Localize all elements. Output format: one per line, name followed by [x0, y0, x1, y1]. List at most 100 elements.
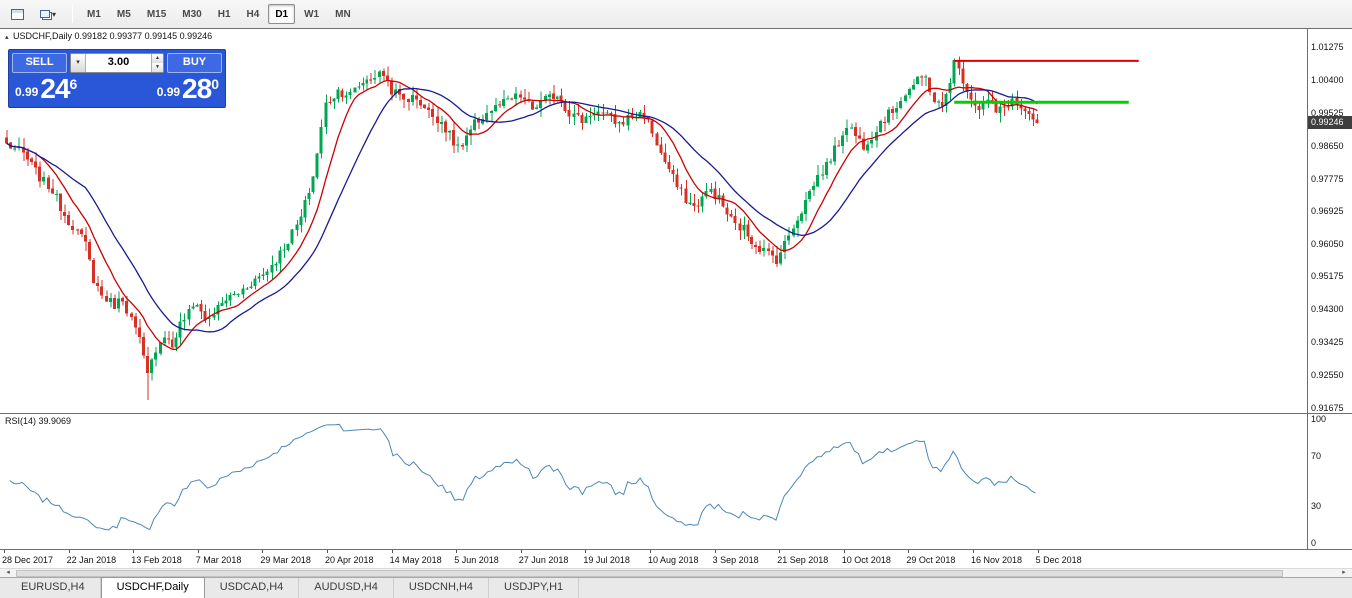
layers-icon [40, 10, 50, 18]
sell-price-pips: 24 [40, 75, 69, 103]
date-axis-label: 7 Mar 2018 [196, 555, 242, 565]
collapse-arrow-icon[interactable]: ▴ [5, 34, 9, 41]
buy-button[interactable]: BUY [167, 53, 222, 73]
volume-field[interactable]: ▾ 3.00 ▲ ▼ [70, 53, 164, 73]
date-axis-tick [198, 550, 199, 553]
date-axis-tick [69, 550, 70, 553]
timeframe-button-m5[interactable]: M5 [110, 4, 138, 24]
price-axis-label: 0.91675 [1311, 403, 1344, 413]
tab-usdcnh-h4[interactable]: USDCNH,H4 [394, 578, 489, 598]
tab-eurusd-h4[interactable]: EURUSD,H4 [6, 578, 101, 598]
timeframe-button-h1[interactable]: H1 [211, 4, 238, 24]
toolbar-separator [72, 5, 73, 23]
chart-window-button[interactable] [4, 3, 30, 25]
date-axis-tick [327, 550, 328, 553]
price-axis[interactable]: 0.99246 1.012751.004000.995250.986500.97… [1307, 28, 1352, 413]
volume-dropdown-icon[interactable]: ▾ [71, 54, 86, 72]
buy-price-big-figure: 0.99 [157, 85, 180, 99]
date-axis-tick [908, 550, 909, 553]
price-axis-label: 0.93425 [1311, 337, 1344, 347]
rsi-axis-label: 100 [1311, 414, 1326, 424]
dropdown-caret-icon: ▾ [52, 10, 56, 19]
price-chart-pane[interactable]: ▴ USDCHF,Daily 0.99182 0.99377 0.99145 0… [0, 28, 1307, 413]
date-axis-tick [392, 550, 393, 553]
tab-usdcad-h4[interactable]: USDCAD,H4 [205, 578, 300, 598]
price-axis-label: 0.97775 [1311, 174, 1344, 184]
rsi-pane[interactable]: RSI(14) 39.9069 [0, 413, 1307, 549]
scrollbar-thumb[interactable] [16, 570, 1283, 577]
indicators-button[interactable]: ▾ [30, 3, 66, 25]
date-axis-tick [1038, 550, 1039, 553]
volume-value[interactable]: 3.00 [86, 54, 151, 72]
price-axis-label: 0.92550 [1311, 370, 1344, 380]
date-axis-label: 16 Nov 2018 [971, 555, 1022, 565]
price-axis-label: 0.99525 [1311, 108, 1344, 118]
scrollbar-track[interactable] [16, 570, 1336, 577]
date-axis-label: 29 Mar 2018 [260, 555, 311, 565]
date-axis-label: 29 Oct 2018 [906, 555, 955, 565]
date-axis-tick [650, 550, 651, 553]
timeframe-button-h4[interactable]: H4 [240, 4, 267, 24]
timeframe-button-w1[interactable]: W1 [297, 4, 326, 24]
horizontal-scrollbar[interactable]: ◂ ▸ [0, 568, 1352, 577]
date-axis-tick [521, 550, 522, 553]
rsi-axis[interactable]: 100 70 30 0 [1307, 413, 1352, 549]
scroll-right-icon[interactable]: ▸ [1336, 569, 1352, 577]
price-axis-label: 0.96050 [1311, 239, 1344, 249]
chart-window-icon [11, 9, 24, 20]
date-axis-label: 21 Sep 2018 [777, 555, 828, 565]
timeframe-button-mn[interactable]: MN [328, 4, 358, 24]
date-axis-label: 5 Dec 2018 [1036, 555, 1082, 565]
rsi-axis-label: 70 [1311, 451, 1321, 461]
date-axis-tick [585, 550, 586, 553]
timeframe-group: M1M5M15M30H1H4D1W1MN [79, 4, 359, 24]
date-axis-label: 14 May 2018 [390, 555, 442, 565]
date-axis-tick [973, 550, 974, 553]
rsi-axis-label: 0 [1311, 538, 1316, 548]
one-click-trade-panel: SELL ▾ 3.00 ▲ ▼ BUY 0.99246 0.99280 [8, 49, 226, 108]
rsi-svg [0, 414, 1307, 549]
price-axis-label: 0.96925 [1311, 206, 1344, 216]
mt4-window: ▾ M1M5M15M30H1H4D1W1MN ▴ USDCHF,Daily 0.… [0, 0, 1352, 598]
price-axis-label: 1.01275 [1311, 42, 1344, 52]
sell-price-big-figure: 0.99 [15, 85, 38, 99]
scroll-left-icon[interactable]: ◂ [0, 569, 16, 577]
sell-button[interactable]: SELL [12, 53, 67, 73]
date-axis-label: 28 Dec 2017 [2, 555, 53, 565]
date-axis-label: 22 Jan 2018 [67, 555, 117, 565]
rsi-label: RSI(14) 39.9069 [5, 416, 71, 426]
volume-spin-down-icon[interactable]: ▼ [152, 63, 163, 72]
timeframe-button-m15[interactable]: M15 [140, 4, 173, 24]
timeframe-button-m30[interactable]: M30 [175, 4, 208, 24]
buy-price-point: 0 [211, 76, 219, 92]
rsi-value: 39.9069 [39, 416, 72, 426]
date-axis-tick [133, 550, 134, 553]
current-price-badge: 0.99246 [1308, 116, 1352, 129]
date-axis-label: 10 Aug 2018 [648, 555, 699, 565]
chart-title-text: USDCHF,Daily 0.99182 0.99377 0.99145 0.9… [13, 31, 212, 41]
buy-quote: 0.99280 [157, 75, 219, 103]
timeframe-button-d1[interactable]: D1 [268, 4, 295, 24]
date-axis-label: 3 Sep 2018 [713, 555, 759, 565]
tab-audusd-h4[interactable]: AUDUSD,H4 [299, 578, 394, 598]
date-axis[interactable]: 28 Dec 201722 Jan 201813 Feb 20187 Mar 2… [0, 549, 1352, 568]
tab-usdchf-daily[interactable]: USDCHF,Daily [101, 577, 205, 598]
buy-price-pips: 28 [182, 75, 211, 103]
volume-spin-up-icon[interactable]: ▲ [152, 54, 163, 63]
date-axis-tick [456, 550, 457, 553]
date-axis-tick [844, 550, 845, 553]
rsi-axis-label: 30 [1311, 501, 1321, 511]
date-axis-tick [4, 550, 5, 553]
volume-spinner[interactable]: ▲ ▼ [151, 54, 163, 72]
date-axis-label: 10 Oct 2018 [842, 555, 891, 565]
price-axis-label: 0.95175 [1311, 271, 1344, 281]
chart-title: ▴ USDCHF,Daily 0.99182 0.99377 0.99145 0… [5, 31, 212, 41]
date-axis-label: 5 Jun 2018 [454, 555, 499, 565]
timeframe-button-m1[interactable]: M1 [80, 4, 108, 24]
sell-quote: 0.99246 [15, 75, 77, 103]
price-axis-label: 1.00400 [1311, 75, 1344, 85]
tab-usdjpy-h1[interactable]: USDJPY,H1 [489, 578, 579, 598]
date-axis-label: 19 Jul 2018 [583, 555, 630, 565]
date-axis-tick [715, 550, 716, 553]
date-axis-label: 20 Apr 2018 [325, 555, 374, 565]
